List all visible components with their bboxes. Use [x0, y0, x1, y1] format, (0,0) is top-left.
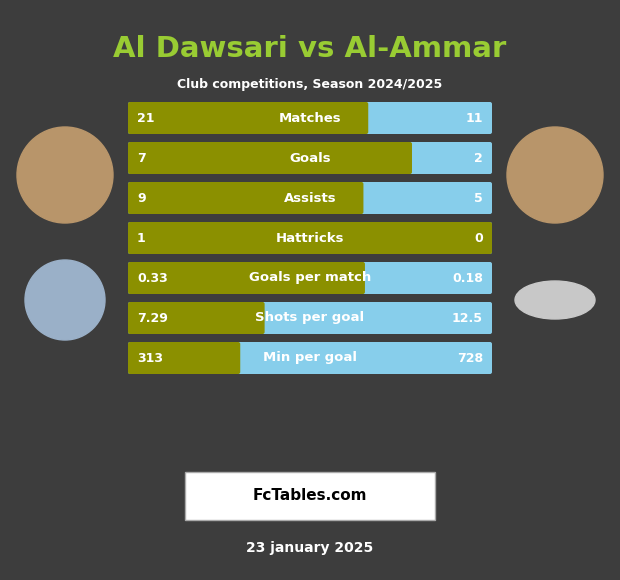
Text: FcTables.com: FcTables.com — [253, 488, 367, 503]
Text: 0.33: 0.33 — [137, 271, 168, 285]
FancyBboxPatch shape — [128, 302, 265, 334]
FancyBboxPatch shape — [128, 222, 492, 254]
Text: Matches: Matches — [278, 111, 342, 125]
FancyBboxPatch shape — [185, 472, 435, 520]
FancyBboxPatch shape — [128, 262, 365, 294]
Text: Goals per match: Goals per match — [249, 271, 371, 285]
Text: Hattricks: Hattricks — [276, 231, 344, 245]
Ellipse shape — [515, 281, 595, 319]
FancyBboxPatch shape — [128, 342, 240, 374]
Circle shape — [507, 127, 603, 223]
FancyBboxPatch shape — [128, 302, 492, 334]
Text: 313: 313 — [137, 351, 163, 364]
FancyBboxPatch shape — [128, 142, 492, 174]
FancyBboxPatch shape — [128, 142, 412, 174]
Text: 7: 7 — [137, 151, 146, 165]
Text: 5: 5 — [474, 191, 483, 205]
Text: 12.5: 12.5 — [452, 311, 483, 324]
FancyBboxPatch shape — [128, 262, 492, 294]
Circle shape — [25, 260, 105, 340]
Text: Shots per goal: Shots per goal — [255, 311, 365, 324]
Text: Al Dawsari vs Al-Ammar: Al Dawsari vs Al-Ammar — [113, 35, 507, 63]
Text: 2: 2 — [474, 151, 483, 165]
Text: 0.18: 0.18 — [452, 271, 483, 285]
Text: Goals: Goals — [289, 151, 331, 165]
Text: Assists: Assists — [284, 191, 336, 205]
FancyBboxPatch shape — [128, 102, 492, 134]
Text: 23 january 2025: 23 january 2025 — [246, 541, 374, 555]
Circle shape — [17, 127, 113, 223]
FancyBboxPatch shape — [128, 342, 492, 374]
FancyBboxPatch shape — [128, 102, 368, 134]
Text: 21: 21 — [137, 111, 154, 125]
Text: 7.29: 7.29 — [137, 311, 168, 324]
Text: 728: 728 — [457, 351, 483, 364]
Text: Club competitions, Season 2024/2025: Club competitions, Season 2024/2025 — [177, 78, 443, 91]
FancyBboxPatch shape — [128, 182, 363, 214]
Text: Min per goal: Min per goal — [263, 351, 357, 364]
Text: 0: 0 — [474, 231, 483, 245]
FancyBboxPatch shape — [128, 222, 492, 254]
Text: 9: 9 — [137, 191, 146, 205]
FancyBboxPatch shape — [128, 182, 492, 214]
Text: 11: 11 — [466, 111, 483, 125]
Text: 1: 1 — [137, 231, 146, 245]
